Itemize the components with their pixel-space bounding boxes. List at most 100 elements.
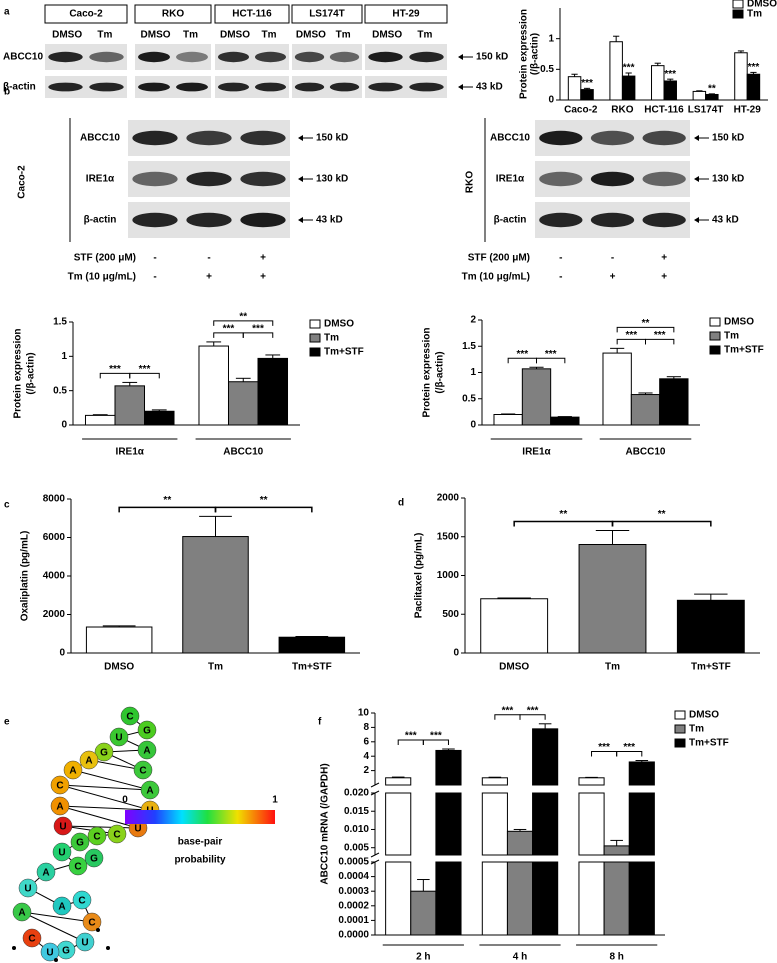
legend-swatch	[709, 345, 721, 355]
blot-strip	[215, 76, 289, 98]
treatment-sign: +	[610, 272, 616, 283]
nucleotide-letter: A	[18, 908, 25, 919]
significance-label: ***	[654, 330, 666, 341]
nucleotide-letter: C	[74, 862, 81, 873]
significance-label: **	[708, 84, 716, 95]
legend-label: Tm	[724, 331, 739, 342]
bar	[676, 599, 745, 654]
y-tick-label: 1000	[437, 570, 460, 581]
treatment-label: STF (200 μM)	[468, 253, 530, 264]
nucleotide	[87, 826, 107, 846]
significance-bracket	[118, 506, 217, 513]
treatment-label: Tm (10 μg/mL)	[462, 272, 530, 283]
significance-label: ***	[623, 63, 635, 74]
x-tick-label: 2 h	[416, 952, 430, 963]
significance-label: ***	[405, 731, 417, 742]
bar	[278, 636, 346, 654]
significance-label: **	[658, 509, 666, 520]
y-tick-label: 0	[61, 420, 67, 431]
legend-swatch	[674, 710, 686, 720]
dot	[12, 946, 16, 950]
arrow-head	[694, 217, 699, 223]
nucleotide	[50, 775, 70, 795]
panel-label: d	[398, 498, 404, 509]
y-tick-label: 500	[442, 609, 459, 620]
backbone	[59, 784, 151, 811]
size-label: 43 kD	[316, 215, 343, 226]
row-label: ABCC10	[3, 52, 43, 63]
blot-band	[294, 51, 325, 63]
bar	[385, 792, 412, 856]
y-tick-label: 10	[358, 708, 370, 719]
blot-band	[240, 212, 286, 228]
blot-band	[368, 51, 403, 63]
y-axis-label: (/β-actin)	[26, 352, 37, 394]
blot-band	[186, 171, 232, 187]
x-tick-label: HT-29	[734, 105, 762, 116]
significance-label: ***	[581, 78, 593, 89]
treatment-sign: -	[611, 253, 614, 264]
arrow-head	[298, 176, 303, 182]
arrow-head	[694, 135, 699, 141]
significance-bracket	[536, 357, 566, 364]
y-tick-label: 0	[59, 648, 65, 659]
blot-band	[539, 171, 583, 187]
dot	[54, 958, 58, 962]
nucleotide	[40, 942, 60, 962]
column-header-box	[291, 4, 363, 24]
y-tick-label: 0.005	[344, 842, 369, 853]
nucleotide	[137, 740, 157, 760]
nucleotide	[63, 760, 83, 780]
x-tick-label: ABCC10	[223, 447, 263, 458]
bar	[746, 73, 761, 101]
bar	[506, 830, 534, 856]
y-tick-label: 6000	[43, 532, 66, 543]
significance-label: **	[239, 312, 247, 323]
nucleotide-letter: U	[59, 822, 66, 833]
panel-label: c	[4, 500, 10, 511]
x-tick-label: Tm+STF	[292, 662, 332, 673]
x-tick-label: ABCC10	[625, 447, 665, 458]
nucleotide-letter: C	[56, 781, 63, 792]
y-tick-label: 0.0000	[338, 930, 369, 941]
blot-band	[254, 82, 287, 92]
nucleotide-letter: A	[146, 786, 153, 797]
nucleotide	[18, 878, 38, 898]
size-label: 130 kD	[712, 174, 744, 185]
x-tick-label: DMSO	[104, 662, 134, 673]
backbone	[62, 825, 139, 829]
row-label: β-actin	[494, 215, 527, 226]
y-tick-label: 1500	[437, 531, 460, 542]
axis-break	[370, 852, 380, 858]
colorbar-label: probability	[174, 855, 226, 866]
significance-label: ***	[223, 324, 235, 335]
colorbar-tick: 0	[122, 795, 128, 806]
y-tick-label: 1	[61, 351, 67, 362]
backbone	[21, 911, 93, 923]
column-header-box	[134, 4, 212, 24]
x-tick-label: 8 h	[609, 952, 623, 963]
significance-bracket	[242, 332, 274, 338]
blot-band	[254, 51, 287, 63]
nucleotide-letter: U	[81, 938, 88, 949]
size-label: 43 kD	[476, 82, 503, 93]
significance-label: ***	[623, 742, 635, 753]
bar	[481, 861, 508, 936]
blot-band	[89, 82, 124, 92]
legend-swatch	[309, 319, 321, 329]
y-tick-label: 0.0003	[338, 886, 369, 897]
significance-bracket	[645, 338, 675, 345]
nucleotide	[72, 890, 92, 910]
bar	[621, 75, 636, 101]
bar	[435, 792, 462, 856]
nucleotide-letter: G	[100, 748, 108, 759]
nucleotide	[52, 896, 72, 916]
blot-band	[89, 51, 124, 63]
column-header-box	[214, 4, 290, 24]
blot-strip	[365, 76, 447, 98]
column-header: RKO	[162, 9, 184, 20]
x-tick-label: Caco-2	[564, 105, 598, 116]
nucleotide	[50, 796, 70, 816]
y-axis-label: (/β-actin)	[435, 351, 446, 393]
legend-swatch	[709, 317, 721, 327]
